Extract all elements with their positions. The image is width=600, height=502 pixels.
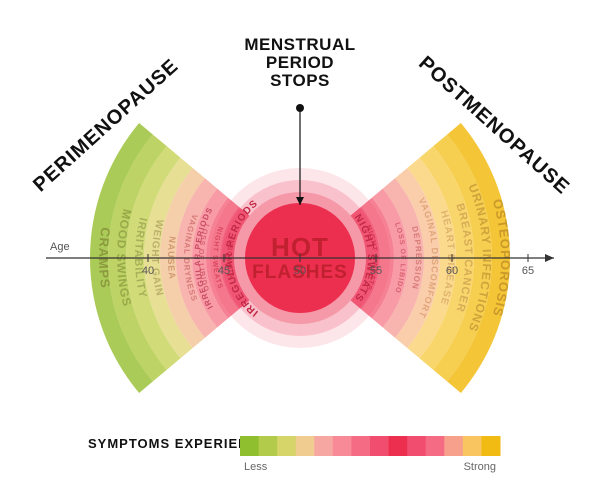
axis-tick-label-65: 65 — [522, 265, 534, 277]
title-pointer-dot — [296, 104, 304, 112]
axis-tick-label-40: 40 — [142, 265, 154, 277]
axis-label: Age — [50, 241, 70, 253]
legend-label-strong: Strong — [464, 461, 496, 473]
legend-label-less: Less — [244, 461, 268, 473]
axis-tick-label-45: 45 — [218, 265, 230, 277]
legend-seg-1 — [259, 436, 278, 456]
legend-seg-2 — [277, 436, 296, 456]
axis-tick-label-55: 55 — [370, 265, 382, 277]
legend-seg-8 — [389, 436, 408, 456]
legend-seg-3 — [296, 436, 315, 456]
legend-seg-9 — [407, 436, 426, 456]
legend-seg-11 — [444, 436, 463, 456]
axis-tick-label-50: 50 — [294, 265, 306, 277]
legend-seg-12 — [463, 436, 482, 456]
legend-seg-4 — [314, 436, 333, 456]
title-line-3: STOPS — [270, 71, 330, 90]
legend-seg-6 — [351, 436, 370, 456]
legend-seg-5 — [333, 436, 352, 456]
legend-seg-0 — [240, 436, 259, 456]
legend-seg-7 — [370, 436, 389, 456]
title-line-1: MENSTRUAL — [244, 35, 355, 54]
axis-tick-label-60: 60 — [446, 265, 458, 277]
legend-seg-13 — [481, 436, 500, 456]
title-line-2: PERIOD — [266, 53, 334, 72]
legend-seg-10 — [426, 436, 445, 456]
